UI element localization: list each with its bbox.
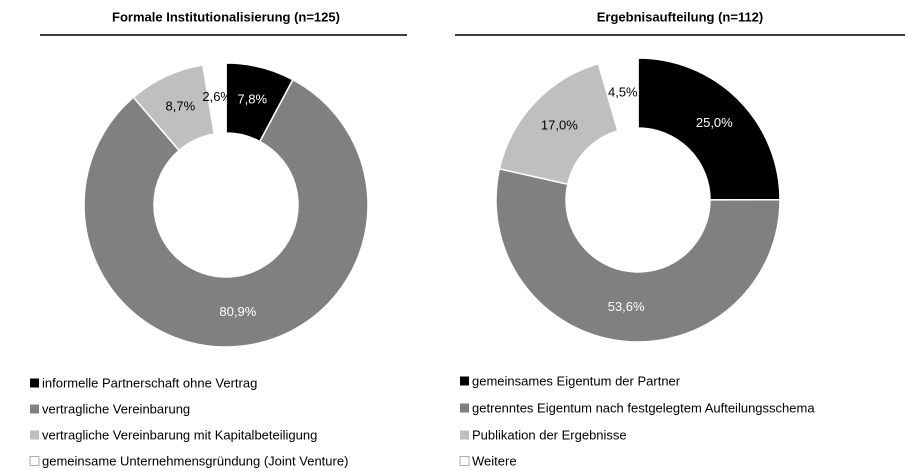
data-label: 8,7% [166,99,196,114]
legend-label: gemeinsames Eigentum der Partner [472,373,681,388]
data-label: 25,0% [696,115,733,130]
legend-swatch [459,456,470,466]
slice [495,167,781,343]
legend-swatch [29,456,40,466]
legend-swatch [30,404,39,414]
data-label: 53,6% [608,299,645,314]
chart-title: Ergebnisaufteilung (n=112) [597,9,764,24]
legend-label: gemeinsame Unternehmensgründung (Joint V… [42,453,348,468]
legend-swatch [30,378,39,388]
legend-swatch [30,430,39,440]
slice [202,62,227,135]
legend-label: vertragliche Vereinbarung [42,401,190,416]
legend-label: Weitere [472,453,517,468]
data-label: 7,8% [237,92,267,107]
legend-label: informelle Partnerschaft ohne Vertrag [42,375,257,390]
data-label: 2,6% [202,89,232,104]
data-label: 17,0% [541,117,578,132]
legend-swatch [460,430,469,440]
data-label: 4,5% [608,85,638,100]
slice [83,78,369,348]
legend-swatch [460,403,469,413]
slice [637,57,781,201]
data-label: 80,9% [219,304,256,319]
legend-label: getrenntes Eigentum nach festgelegtem Au… [472,400,815,415]
legend-label: vertragliche Vereinbarung mit Kapitalbet… [42,427,317,442]
chart-title: Formale Institutionalisierung (n=125) [112,9,340,24]
legend-swatch [460,376,469,386]
slice [498,62,619,186]
slice [597,57,639,132]
legend-label: Publikation der Ergebnisse [472,427,627,442]
